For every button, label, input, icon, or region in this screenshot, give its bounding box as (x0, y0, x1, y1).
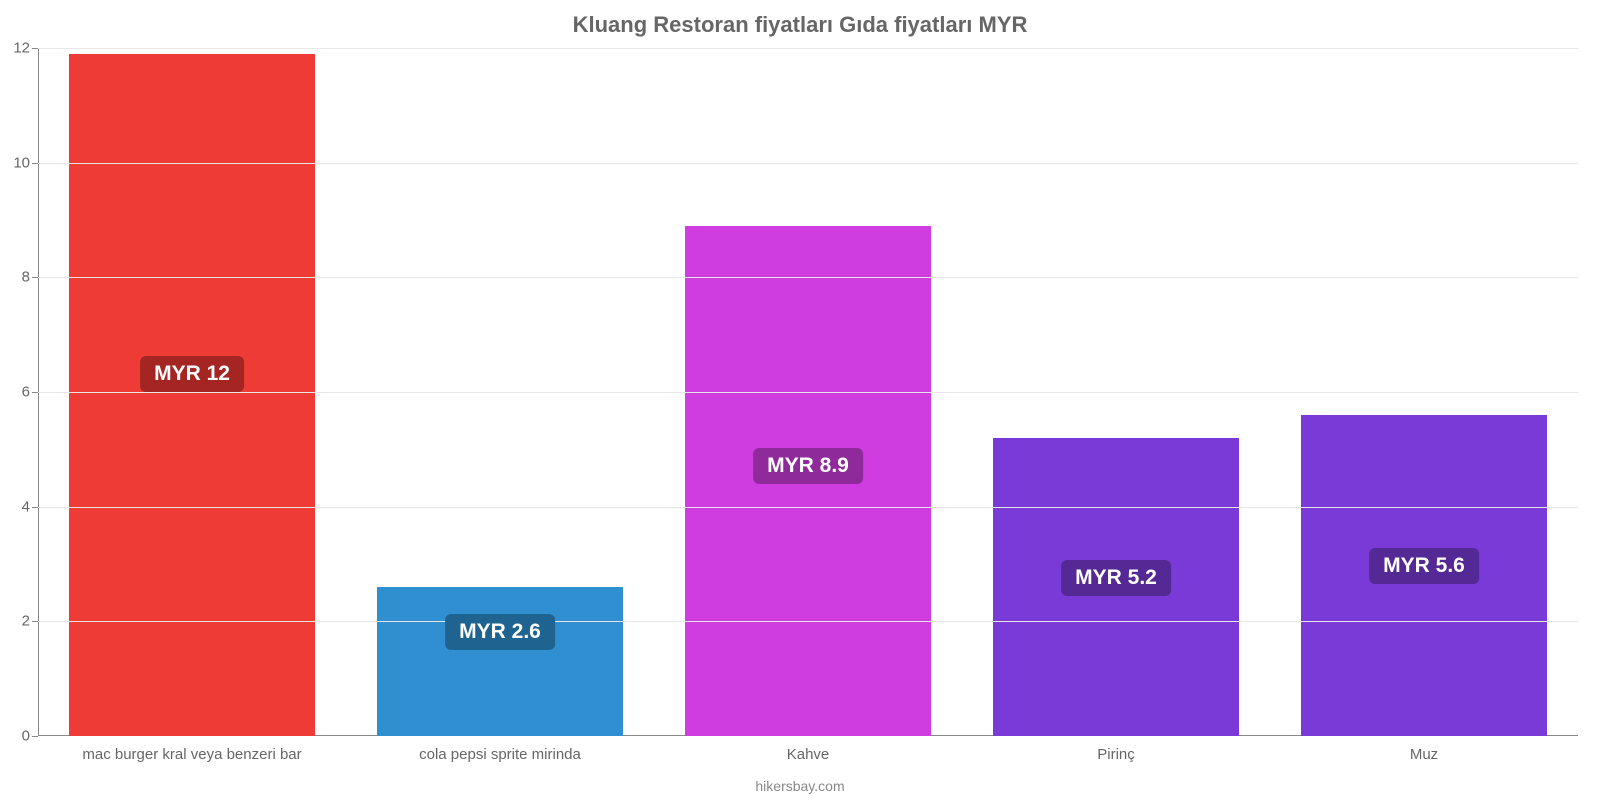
grid-line (38, 621, 1578, 622)
y-tick-label: 6 (22, 384, 38, 401)
y-tick-label: 12 (13, 40, 38, 57)
bar (377, 587, 623, 736)
grid-line (38, 392, 1578, 393)
y-tick-label: 2 (22, 613, 38, 630)
grid-line (38, 163, 1578, 164)
grid-line (38, 48, 1578, 49)
grid-line (38, 277, 1578, 278)
x-category-label: Kahve (787, 736, 830, 763)
chart-footer: hikersbay.com (0, 778, 1600, 794)
x-category-label: mac burger kral veya benzeri bar (82, 736, 301, 763)
chart-title: Kluang Restoran fiyatları Gıda fiyatları… (0, 12, 1600, 38)
value-badge: MYR 5.2 (1061, 560, 1171, 596)
value-badge: MYR 12 (140, 356, 244, 392)
bar (69, 54, 315, 736)
y-tick-label: 0 (22, 728, 38, 745)
y-tick-label: 4 (22, 498, 38, 515)
x-category-label: Pirinç (1097, 736, 1135, 763)
value-badge: MYR 8.9 (753, 448, 863, 484)
grid-line (38, 507, 1578, 508)
value-badge: MYR 5.6 (1369, 548, 1479, 584)
y-tick-label: 10 (13, 154, 38, 171)
plot-area: 024681012mac burger kral veya benzeri ba… (38, 48, 1578, 736)
y-tick-label: 8 (22, 269, 38, 286)
value-badge: MYR 2.6 (445, 614, 555, 650)
x-category-label: Muz (1410, 736, 1438, 763)
x-category-label: cola pepsi sprite mirinda (419, 736, 581, 763)
price-bar-chart: Kluang Restoran fiyatları Gıda fiyatları… (0, 0, 1600, 800)
